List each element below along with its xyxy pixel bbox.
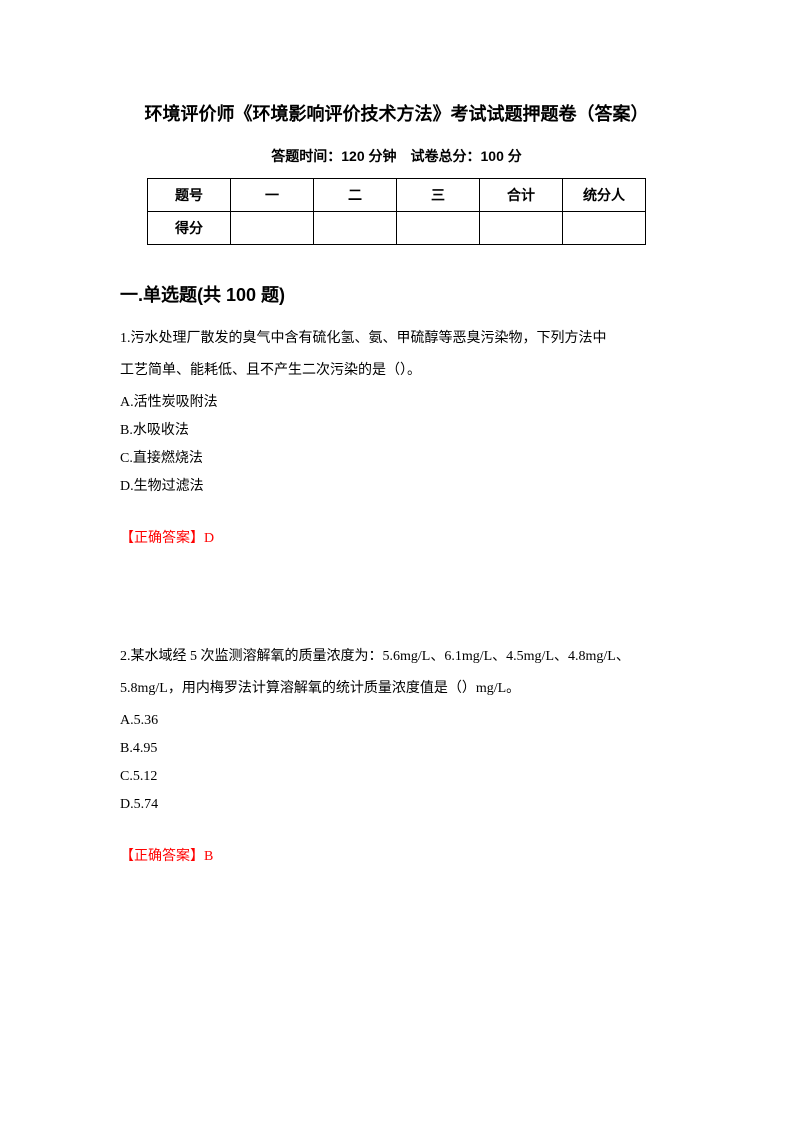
table-cell <box>397 212 480 245</box>
table-cell <box>480 212 563 245</box>
score-table: 题号 一 二 三 合计 统分人 得分 <box>147 178 646 245</box>
option-d: D.生物过滤法 <box>120 473 673 501</box>
question-text: 1.污水处理厂散发的臭气中含有硫化氢、氨、甲硫醇等恶臭污染物，下列方法中 <box>120 325 673 353</box>
option-c: C.直接燃烧法 <box>120 445 673 473</box>
table-cell <box>231 212 314 245</box>
table-cell: 得分 <box>148 212 231 245</box>
table-cell <box>563 212 646 245</box>
option-a: A.活性炭吸附法 <box>120 389 673 417</box>
question-text: 工艺简单、能耗低、且不产生二次污染的是（）。 <box>120 357 673 385</box>
question-text: 2.某水域经 5 次监测溶解氧的质量浓度为：5.6mg/L、6.1mg/L、4.… <box>120 643 673 671</box>
correct-answer: 【正确答案】D <box>120 525 673 553</box>
table-cell: 题号 <box>148 179 231 212</box>
table-cell: 三 <box>397 179 480 212</box>
table-cell: 一 <box>231 179 314 212</box>
section-title: 一.单选题(共 100 题) <box>120 281 673 307</box>
option-a: A.5.36 <box>120 707 673 735</box>
table-cell <box>314 212 397 245</box>
table-cell: 统分人 <box>563 179 646 212</box>
page-title: 环境评价师《环境影响评价技术方法》考试试题押题卷（答案） <box>120 100 673 126</box>
option-d: D.5.74 <box>120 791 673 819</box>
table-row: 得分 <box>148 212 646 245</box>
question-text: 5.8mg/L，用内梅罗法计算溶解氧的统计质量浓度值是（）mg/L。 <box>120 675 673 703</box>
spacer <box>120 553 673 643</box>
question-1: 1.污水处理厂散发的臭气中含有硫化氢、氨、甲硫醇等恶臭污染物，下列方法中 工艺简… <box>120 325 673 553</box>
option-b: B.水吸收法 <box>120 417 673 445</box>
option-b: B.4.95 <box>120 735 673 763</box>
table-cell: 二 <box>314 179 397 212</box>
exam-info: 答题时间：120 分钟 试卷总分：100 分 <box>120 146 673 166</box>
option-c: C.5.12 <box>120 763 673 791</box>
question-2: 2.某水域经 5 次监测溶解氧的质量浓度为：5.6mg/L、6.1mg/L、4.… <box>120 643 673 871</box>
table-cell: 合计 <box>480 179 563 212</box>
correct-answer: 【正确答案】B <box>120 843 673 871</box>
table-row: 题号 一 二 三 合计 统分人 <box>148 179 646 212</box>
document-page: 环境评价师《环境影响评价技术方法》考试试题押题卷（答案） 答题时间：120 分钟… <box>0 0 793 931</box>
